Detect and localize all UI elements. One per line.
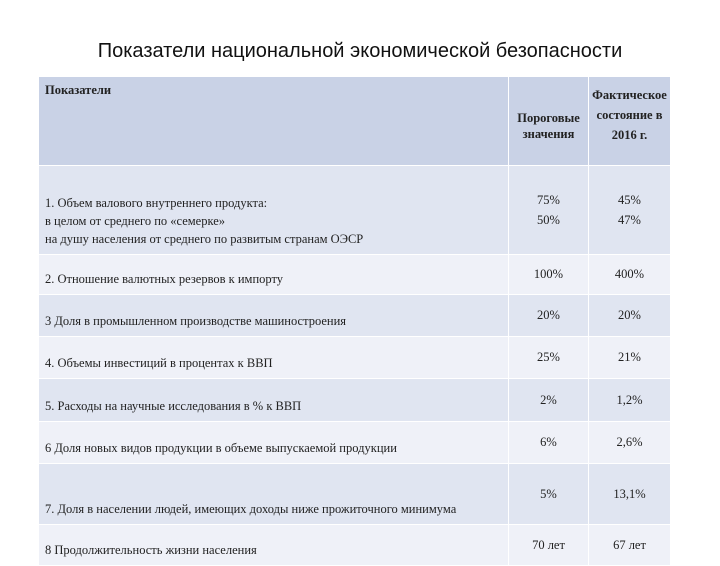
actual-value: 400% <box>588 254 671 295</box>
page-title: Показатели национальной экономической бе… <box>97 40 623 62</box>
actual-value: 21% <box>588 336 671 379</box>
threshold-value: 100% <box>508 254 589 295</box>
header-threshold-line: Пороговые <box>517 111 580 125</box>
row-label: 4. Объемы инвестиций в процентах к ВВП <box>38 336 509 379</box>
threshold-value: 50% <box>537 213 560 227</box>
row-label: 7. Доля в населении людей, имеющих доход… <box>38 463 509 525</box>
row-label: 3 Доля в промышленном производстве машин… <box>38 294 509 337</box>
table-row: 7. Доля в населении людей, имеющих доход… <box>38 463 671 525</box>
actual-value: 20% <box>588 294 671 337</box>
threshold-value: 20% <box>508 294 589 337</box>
threshold-value: 25% <box>508 336 589 379</box>
actual-value: 1,2% <box>588 378 671 422</box>
table-row: 2. Отношение валютных резервов к импорту… <box>38 254 671 295</box>
table-row: 5. Расходы на научные исследования в % к… <box>38 378 671 422</box>
header-threshold: Пороговые значения <box>508 76 589 166</box>
actual-value: 47% <box>618 213 641 227</box>
table-row: 8 Продолжительность жизни населения 70 л… <box>38 524 671 566</box>
row-label: 2. Отношение валютных резервов к импорту <box>38 254 509 295</box>
header-actual-line: Фактическое <box>592 88 667 102</box>
row-label-line: в целом от среднего по «семерке» <box>45 214 226 228</box>
actual-value: 13,1% <box>588 463 671 525</box>
table-header-row: Показатели Пороговые значения Фактическо… <box>38 76 671 166</box>
row-label: 8 Продолжительность жизни населения <box>38 524 509 566</box>
actual-cell: 45% 47% <box>588 165 671 255</box>
threshold-value: 6% <box>508 421 589 464</box>
row-label-line: на душу населения от среднего по развиты… <box>45 232 364 246</box>
threshold-value: 5% <box>508 463 589 525</box>
header-indicators: Показатели <box>38 76 509 166</box>
table-row: 6 Доля новых видов продукции в объеме вы… <box>38 421 671 464</box>
header-actual-line: состояние в <box>596 108 663 122</box>
indicators-table: Показатели Пороговые значения Фактическо… <box>38 76 671 566</box>
table-row: 1. Объем валового внутреннего продукта: … <box>38 165 671 255</box>
actual-value: 67 лет <box>588 524 671 566</box>
header-actual-line: 2016 г. <box>611 128 648 142</box>
threshold-cell: 75% 50% <box>508 165 589 255</box>
threshold-value: 2% <box>508 378 589 422</box>
row-label: 5. Расходы на научные исследования в % к… <box>38 378 509 422</box>
threshold-value: 70 лет <box>508 524 589 566</box>
table-row: 4. Объемы инвестиций в процентах к ВВП 2… <box>38 336 671 379</box>
row-label: 6 Доля новых видов продукции в объеме вы… <box>38 421 509 464</box>
header-actual: Фактическое состояние в 2016 г. <box>588 76 671 166</box>
header-threshold-line: значения <box>522 127 575 141</box>
row-label-line: 1. Объем валового внутреннего продукта: <box>45 196 268 210</box>
table-row: 3 Доля в промышленном производстве машин… <box>38 294 671 337</box>
actual-value: 2,6% <box>588 421 671 464</box>
row-label: 1. Объем валового внутреннего продукта: … <box>38 165 509 255</box>
actual-value: 45% <box>618 193 641 207</box>
threshold-value: 75% <box>537 193 560 207</box>
